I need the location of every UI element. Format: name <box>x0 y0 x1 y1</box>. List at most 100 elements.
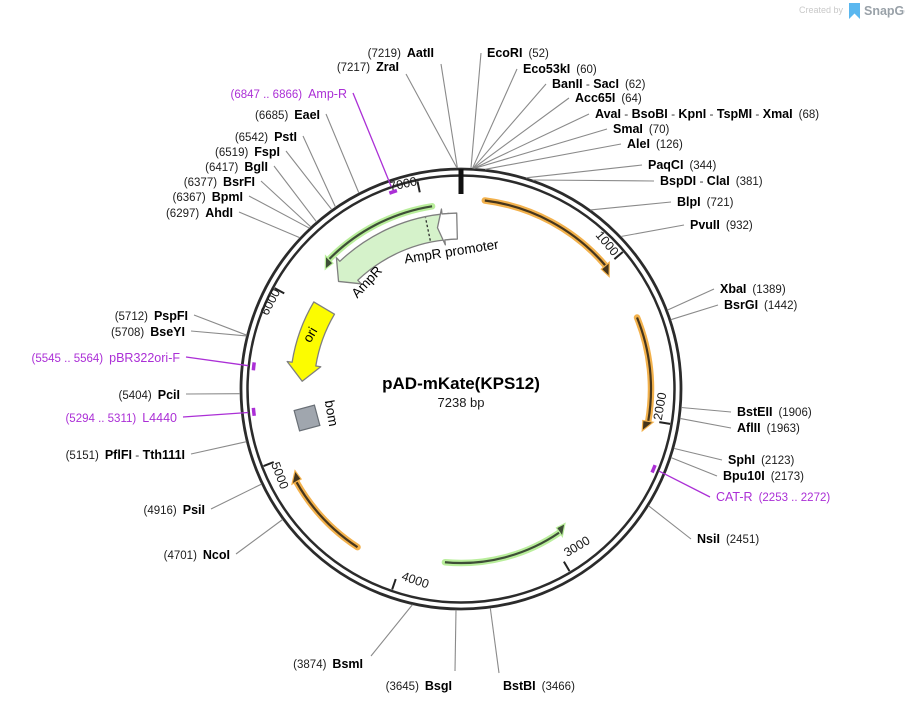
site-Amp-R: (6847 .. 6866) Amp-R <box>230 87 398 195</box>
scale-tick-6000 <box>274 287 285 295</box>
leader-line <box>472 97 570 169</box>
scale-tick-3000 <box>563 561 571 572</box>
leader-line <box>210 483 262 510</box>
feature-ampr[interactable] <box>335 212 452 285</box>
site-BsmI: (3874) BsmI <box>293 604 413 671</box>
arrowhead-icon <box>555 522 566 539</box>
site-AvaI-BsoBI-KpnI-TspMI-XmaI: AvaI - BsoBI - KpnI - TspMI - XmaI (68) <box>473 107 819 169</box>
site-AflII: AflII (1963) <box>679 417 800 435</box>
feature-ori-arrow[interactable] <box>286 301 336 382</box>
leader-line <box>590 201 672 211</box>
feature-ampr-promoter-arrow[interactable] <box>436 208 458 246</box>
site-label-CAT-R[interactable]: CAT-R (2253 .. 2272) <box>716 490 830 504</box>
thin-feature-arrow-green-top[interactable] <box>324 203 436 271</box>
primer-tick-pBR322ori-F[interactable] <box>251 362 256 371</box>
site-label-BsrFI[interactable]: (6377) BsrFI <box>184 175 255 189</box>
site-label-AleI[interactable]: AleI (126) <box>627 137 683 151</box>
site-label-BpmI[interactable]: (6367) BpmI <box>173 190 244 204</box>
feature-label-bom: bom <box>322 399 341 427</box>
site-SphI: SphI (2123) <box>673 447 795 467</box>
site-label-PflFI[interactable]: (5151) PflFI - Tth111I <box>66 448 185 462</box>
site-label-AvaI[interactable]: AvaI - BsoBI - KpnI - TspMI - XmaI (68) <box>595 107 819 121</box>
site-label-SmaI[interactable]: SmaI (70) <box>613 122 670 136</box>
watermark-brand: SnapGene <box>864 4 905 18</box>
site-PaqCI: PaqCI (344) <box>525 158 716 179</box>
leader-line <box>325 113 360 194</box>
thin-feature-arrow-orange-2[interactable] <box>633 314 655 433</box>
leader-line <box>471 68 518 169</box>
site-FspI: (6519) FspI <box>215 145 333 211</box>
leader-line <box>620 224 685 238</box>
feature-ampr-arrow[interactable] <box>335 212 452 285</box>
leader-line <box>648 505 692 540</box>
leader-line <box>185 356 249 367</box>
site-PciI: (5404) PciI <box>119 388 241 402</box>
site-label-PspFI[interactable]: (5712) PspFI <box>115 309 188 323</box>
site-label-NcoI[interactable]: (4701) NcoI <box>164 548 230 562</box>
site-label-BstBI[interactable]: BstBI (3466) <box>503 679 575 693</box>
primer-tick-Amp-R[interactable] <box>388 188 398 195</box>
leader-line <box>673 447 723 461</box>
thin-feature-arrow-green-bottom[interactable] <box>441 522 566 567</box>
site-label-AflII[interactable]: AflII (1963) <box>737 421 800 435</box>
feature-bom[interactable] <box>293 404 321 432</box>
site-L4440: (5294 .. 5311) L4440 <box>65 407 256 425</box>
thin-feature-arrow-orange-1[interactable] <box>481 197 610 278</box>
leader-line <box>473 113 590 169</box>
primer-tick-CAT-R[interactable] <box>650 464 657 474</box>
site-label-BstEII[interactable]: BstEII (1906) <box>737 405 812 419</box>
site-label-XbaI[interactable]: XbaI (1389) <box>720 282 786 296</box>
site-label-Amp-R[interactable]: (6847 .. 6866) Amp-R <box>230 87 347 101</box>
scale-label-4000: 4000 <box>400 569 431 591</box>
leader-line <box>285 150 333 211</box>
site-label-L4440[interactable]: (5294 .. 5311) L4440 <box>65 411 177 425</box>
site-label-BsmI[interactable]: (3874) BsmI <box>293 657 363 671</box>
primer-tick-L4440[interactable] <box>251 407 256 417</box>
site-label-BsgI[interactable]: (3645) BsgI <box>386 679 452 693</box>
site-label-pBR322ori-F[interactable]: (5545 .. 5564) pBR322ori-F <box>32 351 181 365</box>
site-AatII: (7219) AatII <box>368 46 458 169</box>
scale-tick-7000 <box>416 181 421 193</box>
site-label-BsrGI[interactable]: BsrGI (1442) <box>724 298 797 312</box>
site-BanII-SacI: BanII - SacI (62) <box>472 77 646 169</box>
site-label-PciI[interactable]: (5404) PciI <box>119 388 181 402</box>
snapgene-flag-icon <box>849 3 860 19</box>
feature-ampr-promoter[interactable] <box>436 208 458 246</box>
site-label-EaeI[interactable]: (6685) EaeI <box>255 108 320 122</box>
site-XbaI: XbaI (1389) <box>667 282 786 311</box>
site-label-ZraI[interactable]: (7217) ZraI <box>337 60 399 74</box>
site-label-NsiI[interactable]: NsiI (2451) <box>697 532 759 546</box>
site-label-Bpu10I[interactable]: Bpu10I (2173) <box>723 469 804 483</box>
site-label-BseYI[interactable]: (5708) BseYI <box>111 325 185 339</box>
leader-line <box>190 441 247 455</box>
site-label-Acc65I[interactable]: Acc65I (64) <box>575 91 642 105</box>
site-label-PsiI[interactable]: (4916) PsiI <box>144 503 206 517</box>
site-label-PaqCI[interactable]: PaqCI (344) <box>648 158 716 172</box>
leader-line <box>248 195 310 229</box>
feature-ori[interactable] <box>286 301 336 382</box>
site-label-BanII[interactable]: BanII - SacI (62) <box>552 77 646 91</box>
site-BpmI: (6367) BpmI <box>173 190 310 229</box>
site-label-BspDI[interactable]: BspDI - ClaI (381) <box>660 174 763 188</box>
site-label-AatII[interactable]: (7219) AatII <box>368 46 434 60</box>
site-label-Eco53kI[interactable]: Eco53kI (60) <box>523 62 597 76</box>
site-label-AhdI[interactable]: (6297) AhdI <box>166 206 233 220</box>
watermark: Created by SnapGene <box>799 3 905 19</box>
scale-label-6000: 6000 <box>258 287 283 318</box>
site-label-PstI[interactable]: (6542) PstI <box>235 130 297 144</box>
site-label-FspI[interactable]: (6519) FspI <box>215 145 280 159</box>
feature-bom-box[interactable] <box>293 404 321 432</box>
site-label-BglI[interactable]: (6417) BglI <box>205 160 268 174</box>
site-BspDI-ClaI: BspDI - ClaI (381) <box>532 174 763 188</box>
site-label-PvuII[interactable]: PvuII (932) <box>690 218 753 232</box>
feature-boundary-dotted-line <box>424 217 431 241</box>
leader-line <box>370 604 413 657</box>
site-label-EcoRI[interactable]: EcoRI (52) <box>487 46 549 60</box>
site-label-BlpI[interactable]: BlpI (721) <box>677 195 734 209</box>
scale-tick-4000 <box>391 578 397 590</box>
site-NcoI: (4701) NcoI <box>164 519 283 562</box>
site-PstI: (6542) PstI <box>235 130 337 208</box>
site-label-SphI[interactable]: SphI (2123) <box>728 453 795 467</box>
thin-feature-arrow-orange-3[interactable] <box>291 469 361 551</box>
